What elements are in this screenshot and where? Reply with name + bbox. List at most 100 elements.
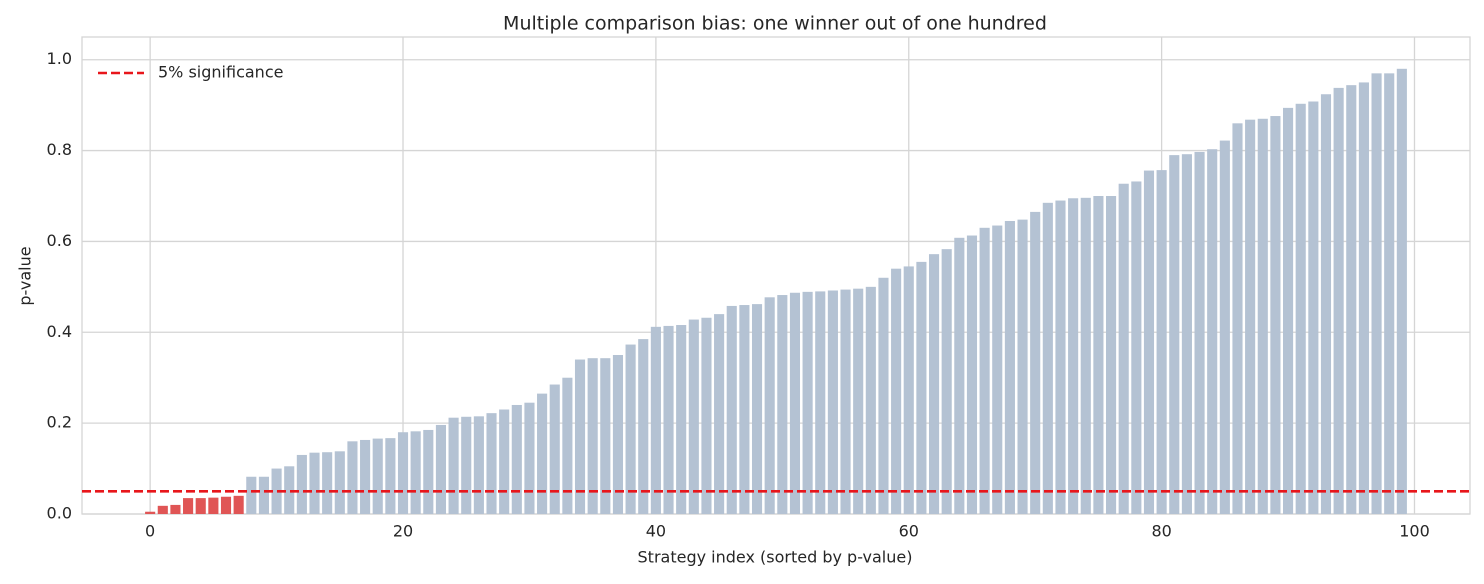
chart-title: Multiple comparison bias: one winner out… bbox=[503, 13, 1047, 35]
bar bbox=[1346, 85, 1357, 514]
bar bbox=[549, 384, 560, 514]
legend-label: 5% significance bbox=[158, 63, 283, 82]
plot-frame bbox=[81, 36, 1471, 515]
bar bbox=[1017, 219, 1028, 514]
x-tick-label: 60 bbox=[899, 522, 919, 541]
bar bbox=[372, 438, 383, 514]
y-tick-label: 0.8 bbox=[47, 140, 72, 159]
bar bbox=[1093, 196, 1104, 514]
bar bbox=[625, 344, 636, 514]
bar bbox=[739, 305, 750, 514]
bar bbox=[714, 314, 725, 514]
bar bbox=[1245, 119, 1256, 515]
bar bbox=[461, 416, 472, 514]
x-tick-label: 20 bbox=[393, 522, 413, 541]
bar bbox=[966, 235, 978, 514]
bar bbox=[473, 416, 484, 514]
bar bbox=[1169, 155, 1180, 514]
bar bbox=[1371, 73, 1382, 514]
bar bbox=[347, 441, 358, 514]
bar bbox=[423, 429, 434, 514]
bar bbox=[1333, 87, 1344, 514]
bar bbox=[1384, 73, 1395, 514]
bar bbox=[941, 249, 952, 514]
bar bbox=[499, 409, 510, 514]
bar bbox=[1358, 82, 1369, 514]
bar bbox=[1320, 94, 1332, 515]
bar bbox=[1068, 198, 1079, 514]
y-axis-label: p-value bbox=[16, 246, 35, 305]
y-tick-label: 0.6 bbox=[47, 231, 72, 250]
bar bbox=[183, 498, 194, 514]
bar bbox=[296, 454, 307, 514]
bar bbox=[789, 292, 801, 514]
bar bbox=[284, 466, 295, 514]
bar bbox=[891, 268, 902, 514]
x-tick-label: 40 bbox=[646, 522, 666, 541]
bar bbox=[208, 497, 219, 514]
bar bbox=[777, 295, 788, 514]
bar bbox=[1396, 68, 1407, 515]
bar bbox=[145, 511, 156, 514]
bar bbox=[688, 319, 699, 514]
bar bbox=[600, 358, 611, 514]
bar bbox=[815, 291, 826, 514]
bar bbox=[916, 261, 927, 514]
bar bbox=[878, 277, 889, 514]
bar bbox=[612, 355, 624, 514]
bar bbox=[1055, 200, 1066, 515]
bar bbox=[827, 290, 838, 514]
y-tick-label: 0.2 bbox=[47, 413, 72, 432]
bar bbox=[1257, 118, 1268, 515]
bar bbox=[1156, 170, 1167, 514]
bar bbox=[220, 496, 232, 514]
bar bbox=[1219, 140, 1230, 514]
bar bbox=[1308, 101, 1319, 514]
bar bbox=[170, 504, 181, 514]
bar bbox=[334, 451, 345, 514]
bar bbox=[1295, 103, 1306, 514]
bar bbox=[726, 305, 737, 514]
bar bbox=[1143, 170, 1155, 514]
bar bbox=[1181, 154, 1192, 514]
bar bbox=[928, 254, 940, 515]
bar bbox=[562, 377, 573, 514]
bar bbox=[233, 495, 244, 514]
bar bbox=[1232, 123, 1243, 515]
y-tick-label: 0.4 bbox=[47, 322, 72, 341]
bar bbox=[992, 225, 1003, 514]
x-tick-label: 80 bbox=[1151, 522, 1171, 541]
bar bbox=[1080, 197, 1091, 514]
x-axis-label: Strategy index (sorted by p-value) bbox=[638, 548, 913, 567]
bar bbox=[322, 452, 333, 514]
bar bbox=[1194, 151, 1205, 515]
bar bbox=[1042, 202, 1053, 515]
y-tick-label: 0.0 bbox=[47, 504, 72, 523]
bar bbox=[511, 404, 522, 514]
bar bbox=[1030, 211, 1041, 514]
bar bbox=[638, 339, 649, 514]
bar bbox=[486, 413, 497, 514]
x-tick-label: 100 bbox=[1399, 522, 1430, 541]
bar bbox=[865, 286, 876, 514]
bar bbox=[537, 393, 548, 514]
bar bbox=[1118, 183, 1129, 514]
bar bbox=[195, 498, 206, 514]
bar bbox=[751, 304, 763, 514]
bar bbox=[385, 438, 396, 514]
bar bbox=[309, 452, 320, 514]
bar bbox=[258, 476, 269, 514]
bar bbox=[157, 505, 168, 514]
bar bbox=[663, 325, 674, 514]
bar bbox=[701, 317, 712, 514]
bar bbox=[1207, 149, 1218, 515]
bar bbox=[246, 476, 257, 514]
bar bbox=[650, 326, 661, 514]
bar bbox=[410, 431, 421, 514]
bar bbox=[840, 289, 851, 514]
bar bbox=[1105, 196, 1117, 514]
bar bbox=[435, 424, 447, 514]
bar bbox=[954, 237, 965, 514]
x-tick-label: 0 bbox=[145, 522, 155, 541]
